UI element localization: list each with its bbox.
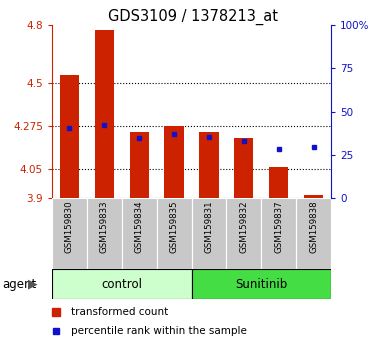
Text: GDS3109 / 1378213_at: GDS3109 / 1378213_at xyxy=(107,9,278,25)
Bar xyxy=(304,195,323,198)
Bar xyxy=(157,198,192,269)
Bar xyxy=(164,126,184,198)
Text: Sunitinib: Sunitinib xyxy=(235,278,288,291)
Text: GSM159832: GSM159832 xyxy=(239,200,248,253)
Text: GSM159833: GSM159833 xyxy=(100,200,109,253)
Text: GSM159830: GSM159830 xyxy=(65,200,74,253)
Text: GSM159835: GSM159835 xyxy=(169,200,179,253)
Text: transformed count: transformed count xyxy=(71,307,168,317)
Text: ▶: ▶ xyxy=(28,278,38,291)
Bar xyxy=(226,198,261,269)
Bar xyxy=(60,75,79,198)
Bar xyxy=(87,198,122,269)
Bar xyxy=(234,138,253,198)
Bar xyxy=(122,198,157,269)
Bar xyxy=(52,269,192,299)
Bar xyxy=(192,198,226,269)
Bar xyxy=(95,30,114,198)
Text: GSM159838: GSM159838 xyxy=(309,200,318,253)
Text: percentile rank within the sample: percentile rank within the sample xyxy=(71,326,247,336)
Bar xyxy=(192,269,331,299)
Bar xyxy=(130,132,149,198)
Text: GSM159831: GSM159831 xyxy=(204,200,214,253)
Bar xyxy=(296,198,331,269)
Bar xyxy=(52,198,87,269)
Bar xyxy=(269,167,288,198)
Text: agent: agent xyxy=(2,278,36,291)
Text: GSM159837: GSM159837 xyxy=(274,200,283,253)
Bar xyxy=(261,198,296,269)
Text: GSM159834: GSM159834 xyxy=(135,200,144,253)
Bar xyxy=(199,132,219,198)
Text: control: control xyxy=(101,278,142,291)
